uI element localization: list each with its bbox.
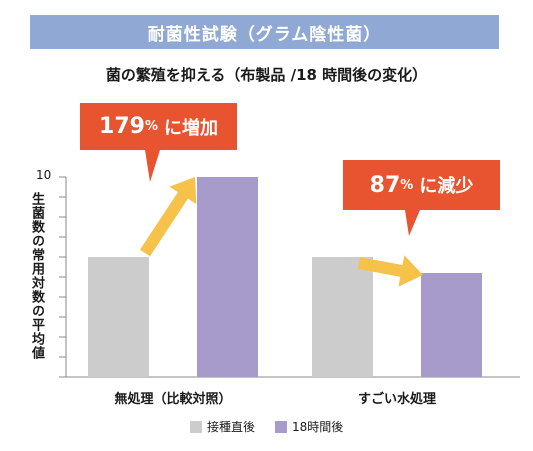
title-banner: 耐菌性試験（グラム陰性菌） [30, 15, 499, 49]
legend-swatch [275, 420, 288, 433]
decrease-callout: 87 % に減少 [343, 160, 500, 210]
legend-label: 接種直後 [207, 420, 256, 434]
category-label: すごい水処理 [357, 392, 436, 407]
arrows-group [139, 150, 423, 287]
increase-callout: 179 % に増加 [80, 103, 237, 150]
callout-text: に増加 [163, 117, 218, 139]
bar [421, 273, 482, 377]
legend: 接種直後 18時間後 [190, 418, 363, 435]
callout-text: に減少 [419, 176, 474, 197]
category-label: 無処理（比較対照） [114, 392, 232, 407]
trend-arrow [357, 255, 423, 287]
callout-unit: % [144, 119, 158, 134]
legend-item: 18時間後 [275, 418, 343, 435]
bar [88, 257, 149, 377]
callout-tail [405, 210, 420, 236]
bar [312, 257, 373, 377]
callout-value: 179 [99, 114, 145, 139]
bars-group [88, 177, 482, 377]
callout-tail [145, 150, 160, 182]
legend-item: 接種直後 [190, 418, 255, 435]
page-title: 耐菌性試験（グラム陰性菌） [147, 24, 382, 45]
trend-arrow [139, 177, 197, 257]
y-tick-label: 10 [36, 168, 52, 182]
callout-unit: % [400, 177, 414, 193]
legend-label: 18時間後 [292, 420, 344, 434]
y-axis-label: 生菌数の常用対数の平均値 [29, 192, 44, 360]
chart-title: 菌の繁殖を抑える（布製品 /18 時間後の変化） [105, 66, 428, 84]
bar [197, 177, 258, 377]
callout-value: 87 [369, 172, 401, 198]
legend-swatch [190, 420, 202, 433]
